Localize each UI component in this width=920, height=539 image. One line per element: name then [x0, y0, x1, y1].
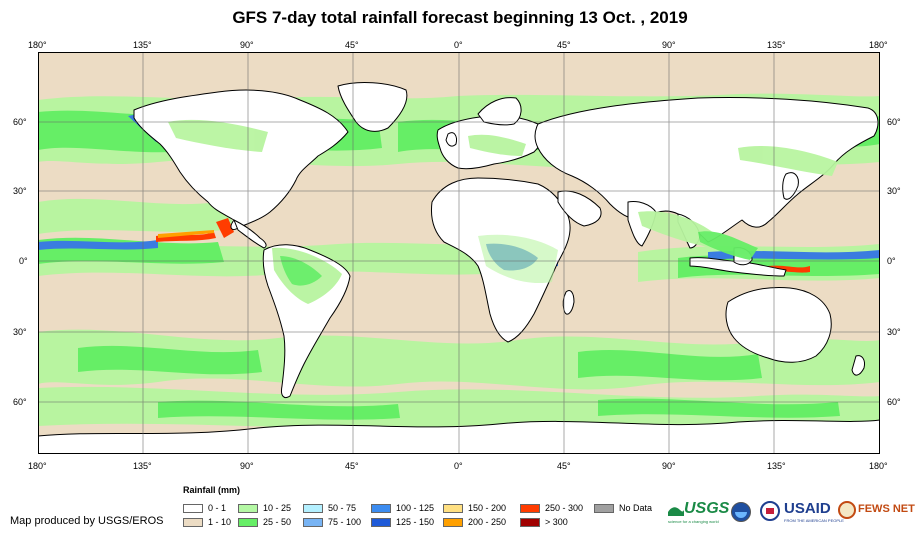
lat-label-right: 60°	[887, 397, 901, 407]
fews-net-logo: FEWS NET	[838, 500, 918, 530]
lon-label-top: 90°	[662, 40, 676, 50]
lat-label-right: 0°	[887, 256, 896, 266]
lon-label-bottom: 180°	[869, 461, 888, 471]
usaid-logo-text: USAID	[784, 500, 831, 517]
noaa-icon	[731, 502, 751, 522]
legend-swatch	[303, 518, 323, 528]
legend-title: Rainfall (mm)	[183, 485, 241, 495]
map-title: GFS 7-day total rainfall forecast beginn…	[232, 8, 688, 27]
lon-label-top: 135°	[133, 40, 152, 50]
usaid-logo: USAID FROM THE AMERICAN PEOPLE	[784, 500, 844, 530]
greenland	[337, 82, 408, 132]
fews-globe-icon	[838, 501, 856, 519]
lon-label-top: 45°	[345, 40, 359, 50]
legend-item: 1 - 10	[183, 517, 231, 528]
legend-swatch	[443, 518, 463, 528]
lat-label-left: 60°	[13, 117, 27, 127]
legend-swatch	[183, 504, 203, 514]
usaid-seal-icon	[760, 501, 780, 521]
new-zealand	[851, 355, 865, 376]
legend-swatch	[303, 504, 323, 514]
lon-label-top: 0°	[454, 40, 463, 50]
lon-label-top: 45°	[557, 40, 571, 50]
map-credit: Map produced by USGS/EROS	[10, 515, 164, 527]
legend-item: 125 - 150	[371, 517, 434, 528]
lat-label-left: 0°	[19, 256, 28, 266]
lat-label-left: 30°	[13, 186, 27, 196]
legend-item: 50 - 75	[303, 503, 356, 514]
legend-swatch	[443, 504, 463, 514]
lat-label-left: 60°	[13, 397, 27, 407]
legend-swatch	[520, 518, 540, 528]
lat-label-right: 60°	[887, 117, 901, 127]
land-rain	[168, 119, 838, 304]
japan	[782, 172, 799, 200]
legend-item: No Data	[594, 503, 652, 514]
asia	[534, 97, 879, 243]
legend-item: 10 - 25	[238, 503, 291, 514]
lon-label-bottom: 45°	[557, 461, 571, 471]
lon-label-top: 180°	[869, 40, 888, 50]
legend-item: 150 - 200	[443, 503, 506, 514]
legend-item: 0 - 1	[183, 503, 226, 514]
lon-label-top: 135°	[767, 40, 786, 50]
lat-label-right: 30°	[887, 186, 901, 196]
lon-label-bottom: 135°	[767, 461, 786, 471]
legend-item: 250 - 300	[520, 503, 583, 514]
legend-swatch	[520, 504, 540, 514]
lon-label-top: 90°	[240, 40, 254, 50]
legend-item: 75 - 100	[303, 517, 361, 528]
legend-item: 200 - 250	[443, 517, 506, 528]
legend-swatch	[371, 504, 391, 514]
graticule	[38, 52, 880, 454]
fews-net-text: FEWS NET	[858, 503, 915, 515]
lon-label-bottom: 90°	[662, 461, 676, 471]
legend-item: 25 - 50	[238, 517, 291, 528]
legend-item: > 300	[520, 517, 568, 528]
scandinavia	[477, 97, 522, 126]
lat-label-right: 30°	[887, 327, 901, 337]
arabian-peninsula	[557, 190, 602, 227]
usgs-logo-text: USGS	[684, 500, 730, 517]
lon-label-bottom: 135°	[133, 461, 152, 471]
lon-label-bottom: 45°	[345, 461, 359, 471]
legend-swatch	[371, 518, 391, 528]
legend-item: 100 - 125	[371, 503, 434, 514]
legend-swatch	[238, 504, 258, 514]
usgs-wave-icon	[668, 507, 684, 516]
legend-swatch	[594, 504, 614, 514]
lon-label-bottom: 0°	[454, 461, 463, 471]
legend-swatch	[183, 518, 203, 528]
australia	[725, 287, 832, 363]
map-frame	[38, 52, 880, 454]
lat-label-left: 30°	[13, 327, 27, 337]
lon-label-top: 180°	[28, 40, 47, 50]
lon-label-bottom: 180°	[28, 461, 47, 471]
british-isles	[445, 132, 457, 147]
usgs-tagline: science for a changing world	[668, 519, 719, 524]
rain-orange	[158, 230, 214, 238]
madagascar	[562, 289, 575, 315]
rainfall-map	[38, 52, 880, 454]
lon-label-bottom: 90°	[240, 461, 254, 471]
usgs-logo: USGS science for a changing world	[668, 500, 730, 530]
legend-swatch	[238, 518, 258, 528]
usaid-tagline: FROM THE AMERICAN PEOPLE	[784, 518, 844, 523]
